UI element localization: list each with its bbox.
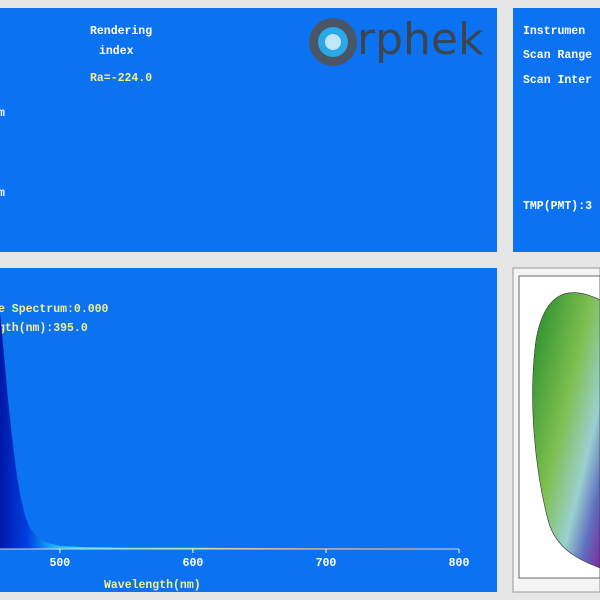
cie-locus [532,292,600,569]
index-label: index [99,45,134,58]
scan-range-label: Scan Range [523,49,592,62]
scan-interval-label: Scan Inter [523,74,592,87]
spectrum-panel [0,268,497,592]
instrument-panel [513,8,600,252]
x-tick-label: 700 [316,557,337,570]
logo-center [325,34,341,50]
x-tick-label: 600 [183,557,204,570]
peak-label: e Spectrum:0.000 [0,303,109,316]
rendering-label: Rendering [90,25,152,38]
info-row: m [0,187,5,200]
info-row: m [0,107,5,120]
peak-wavelength: gth(nm):395.0 [0,322,88,335]
logo-text: rphek [357,14,484,65]
spectrum-plot: 500 600 700 800 [0,312,470,570]
x-axis-label: Wavelength(nm) [104,579,201,592]
x-tick-label: 500 [50,557,71,570]
info-panel [0,8,497,252]
instrument-label: Instrumen [523,25,585,38]
x-tick-label: 800 [449,557,470,570]
ra-value: Ra=-224.0 [90,72,152,85]
tmp-label: TMP(PMT):3 [523,200,592,213]
